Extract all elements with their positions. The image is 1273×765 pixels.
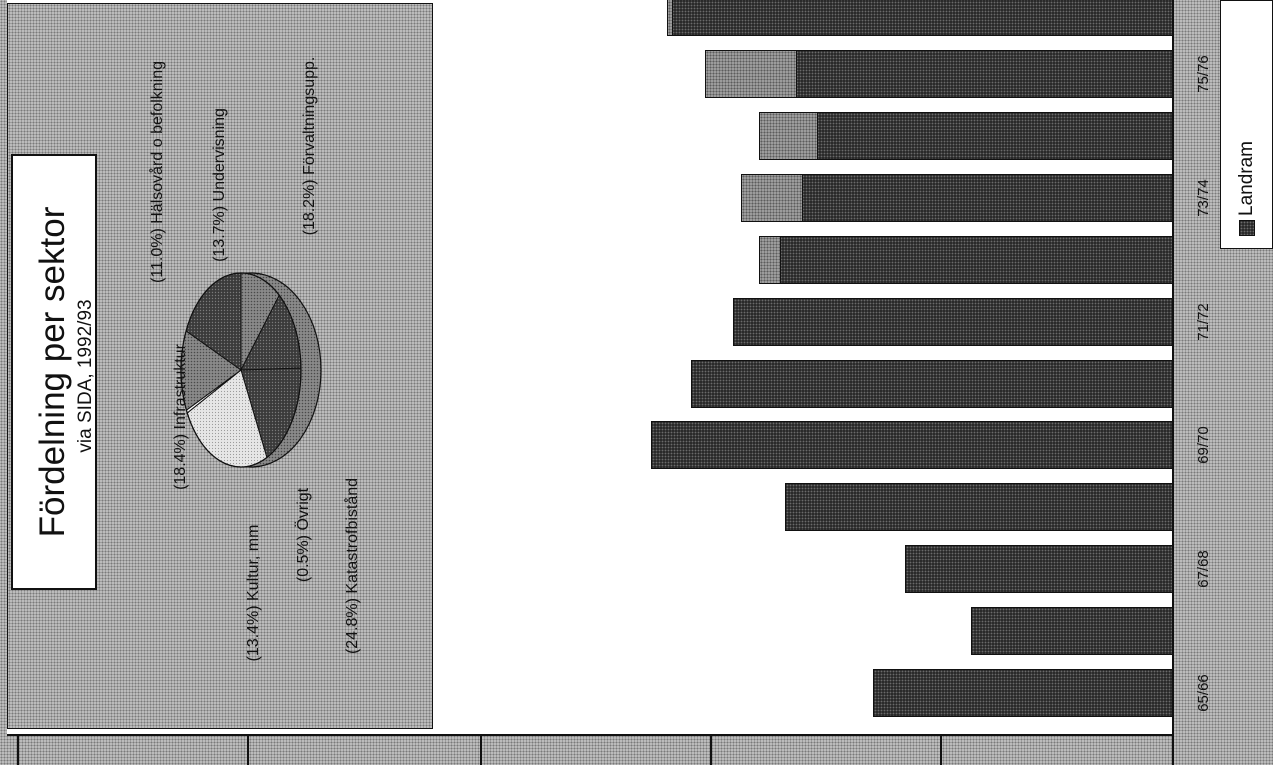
value-axis-line bbox=[7, 734, 1172, 736]
bar-segment-landram bbox=[786, 484, 1172, 531]
category-tick-label: 71/72 bbox=[1195, 302, 1212, 341]
sector-pie-chart bbox=[180, 272, 322, 468]
legend: Landram bbox=[1220, 0, 1273, 249]
bar-segment-landram bbox=[672, 0, 1172, 36]
inset-title: Fördelning per sektor bbox=[33, 206, 72, 538]
bar-segment-landram bbox=[817, 112, 1172, 159]
bar-segment-landram bbox=[802, 174, 1172, 221]
bar-69-70 bbox=[651, 421, 1173, 470]
pie-label-kultur: (13.4%) Kultur, mm bbox=[245, 524, 262, 662]
bar-75-76 bbox=[705, 50, 1173, 98]
value-axis-tick bbox=[17, 735, 19, 765]
pie-outline bbox=[180, 272, 302, 468]
category-tick-label: 67/68 bbox=[1195, 550, 1212, 588]
category-tick-label: 73/74 bbox=[1195, 179, 1212, 217]
legend-label-landram: Landram bbox=[1236, 141, 1257, 216]
bar-segment-landram bbox=[692, 360, 1172, 407]
bar-72-73 bbox=[759, 235, 1173, 284]
bar-segment-secondary bbox=[668, 0, 673, 36]
bar-segment-landram bbox=[874, 670, 1172, 716]
bar-segment-landram bbox=[652, 422, 1172, 469]
pie-label-katastrof: (24.8%) Katastrofbistånd bbox=[344, 477, 361, 655]
bar-segment-landram bbox=[734, 298, 1172, 345]
bar-73-74 bbox=[741, 173, 1173, 222]
value-axis-tick bbox=[247, 735, 249, 765]
bar-70-71 bbox=[691, 359, 1173, 408]
chart-left-edge bbox=[0, 0, 7, 735]
pie-label-forvaltning: (18.2%) Förvaltningsupp. bbox=[301, 56, 318, 236]
inset-title-box bbox=[11, 154, 97, 590]
bar-68-69 bbox=[785, 483, 1173, 532]
bar-segment-secondary bbox=[742, 174, 803, 221]
value-axis-tick bbox=[480, 735, 482, 765]
bar-67-68 bbox=[905, 545, 1173, 594]
bar-76-77 bbox=[667, 0, 1173, 37]
value-axis-tick bbox=[710, 735, 712, 765]
category-tick-label: 75/76 bbox=[1195, 55, 1212, 93]
bar-segment-landram bbox=[906, 546, 1172, 593]
category-tick-label: 69/70 bbox=[1195, 426, 1212, 465]
inset-subtitle: via SIDA, 1992/93 bbox=[75, 299, 96, 453]
pie-label-halsovard: (11.0%) Hälsovård o befolkning bbox=[149, 60, 166, 284]
legend-swatch-landram bbox=[1239, 220, 1255, 236]
pie-label-ovrigt: (0.5%) Övrigt bbox=[295, 487, 312, 583]
pie-label-undervisning: (13.7%) Undervisning bbox=[211, 108, 228, 262]
bar-segment-landram bbox=[796, 51, 1172, 97]
category-axis-line bbox=[1172, 0, 1174, 765]
bar-segment-secondary bbox=[760, 236, 781, 283]
bar-segment-secondary bbox=[706, 51, 797, 97]
bar-71-72 bbox=[733, 297, 1173, 346]
pie-label-infrastruktur: (18.4%) Infrastruktur bbox=[172, 344, 189, 490]
bar-66-67 bbox=[971, 607, 1173, 656]
bar-segment-landram bbox=[780, 236, 1172, 283]
category-tick-label: 65/66 bbox=[1195, 674, 1212, 712]
value-axis-tick bbox=[940, 735, 942, 765]
bar-65-66 bbox=[873, 669, 1173, 717]
chart-value-axis-band bbox=[0, 735, 1172, 765]
bar-segment-secondary bbox=[760, 112, 818, 159]
bar-74-75 bbox=[759, 111, 1173, 160]
bar-segment-landram bbox=[972, 608, 1172, 655]
